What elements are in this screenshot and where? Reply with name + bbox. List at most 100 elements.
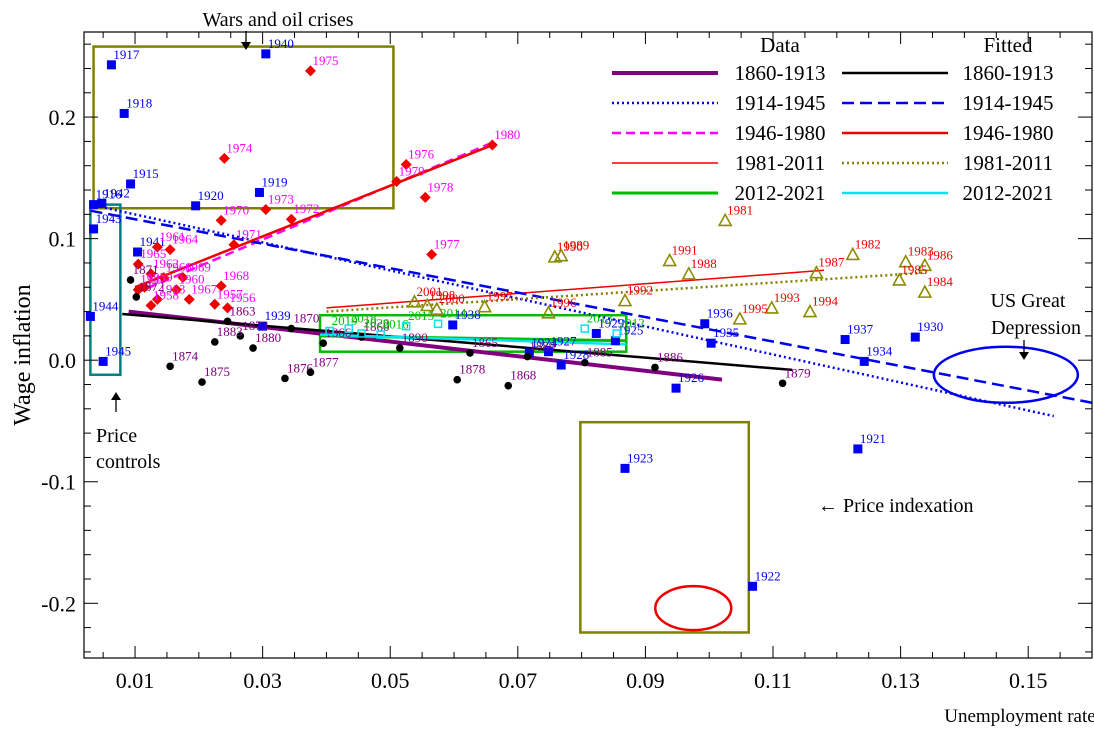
point-19461980-1978: [419, 191, 431, 203]
point-label-19461980-1979: 1979: [399, 164, 425, 179]
point-label-20122021-2013: 2013: [587, 311, 613, 326]
point-label-19141945-1942: 1942: [104, 185, 130, 200]
axes: 0.01 0.03 0.05 0.07 0.09 0.11 0.13 0.15 -0.2 -0.1…: [10, 31, 1094, 727]
point-19141945-1941: [133, 247, 143, 257]
point-label-19141945-1929: 1929: [598, 315, 624, 330]
point-19141945-1940: [261, 49, 271, 59]
point-label-18601913-1871: 1871: [133, 262, 159, 277]
point-19141945-1937: [840, 335, 850, 345]
point-19141945-1944: [85, 311, 95, 321]
point-label-19461980-1972: 1972: [293, 201, 319, 216]
point-label-19812011-1985: 1985: [901, 262, 927, 277]
legend-fitted-label-19812011: 1981-2011: [963, 151, 1053, 175]
point-label-19461980-1958: 1958: [153, 287, 179, 302]
point-label-19812011-1997: 1997: [487, 289, 513, 304]
point-20122021-2018: [344, 324, 354, 333]
point-label-19812011-1994: 1994: [812, 294, 839, 309]
y-tick-label: 0.0: [49, 348, 77, 373]
point-label-19461980-1962: 1962: [153, 256, 179, 271]
point-label-18601913-1877: 1877: [312, 354, 339, 369]
fitted-line-20122021: [320, 333, 627, 346]
point-19141945-1917: [106, 60, 116, 70]
point-label-19141945-1939: 1939: [265, 308, 291, 323]
point-18601913-1876: [281, 374, 289, 383]
point-label-18601913-1865: 1865: [472, 335, 498, 350]
point-label-19141945-1915: 1915: [133, 166, 159, 181]
point-label-19141945-1944: 1944: [92, 298, 119, 313]
point-label-19141945-1917: 1917: [113, 47, 140, 62]
point-label-18601913-1878: 1878: [459, 362, 485, 377]
point-18601913-1879: [778, 379, 787, 388]
point-19141945-1927: [543, 347, 553, 357]
annotation-wars: Wars and oil crises: [202, 9, 353, 31]
point-19141945-1923: [620, 463, 630, 473]
point-label-18601913-1874: 1874: [172, 348, 199, 363]
point-19812011-1992: [617, 292, 633, 307]
legend-data-label-19461980: 1946-1980: [735, 121, 826, 145]
point-19461980-1979: [391, 176, 403, 188]
point-19461980-1960: [171, 284, 183, 296]
point-19461980-1972: [285, 213, 297, 225]
legend-fitted-label-20122021: 2012-2021: [963, 181, 1054, 205]
point-label-20122021-2015: 2015: [408, 308, 434, 323]
point-label-19812011-1982: 1982: [855, 236, 881, 251]
legend-data-title: Data: [760, 33, 800, 57]
point-19141945-1915: [126, 179, 136, 189]
point-19812011-1987: [809, 265, 824, 279]
point-18601913-1874: [166, 362, 174, 371]
point-label-19461980-1960: 1960: [179, 272, 205, 287]
x-tick-label: 0.15: [1009, 668, 1048, 693]
point-19812011-1989: [553, 247, 569, 262]
point-label-19461980-1961: 1961: [159, 229, 185, 244]
point-label-19141945-1935: 1935: [713, 325, 739, 340]
point-label-19461980-1947: 1947: [140, 272, 167, 287]
x-tick-label: 0.07: [499, 668, 538, 693]
point-label-18601913-1860: 1860: [364, 319, 390, 334]
point-19141945-1926: [671, 383, 681, 393]
year-1922-ellipse: [654, 584, 733, 632]
legend-fitted-title: Fitted: [983, 33, 1033, 57]
point-label-19461980-1968: 1968: [223, 268, 249, 283]
point-20122021-2015: [401, 321, 411, 331]
point-19812011-1997: [477, 299, 492, 313]
point-label-19141945-1930: 1930: [917, 319, 943, 334]
point-label-18601913-1863: 1863: [230, 303, 256, 318]
point-19141945-1939: [258, 321, 268, 331]
point-label-19812011-1983: 1983: [908, 244, 934, 259]
annotation-indexation: ← Price indexation: [818, 495, 974, 517]
price-indexation-box: [579, 420, 751, 634]
point-18601913-1865: [466, 349, 474, 357]
point-20122021-2019: [325, 326, 334, 336]
point-label-19141945-1920: 1920: [198, 188, 224, 203]
wars-box: [92, 45, 395, 210]
point-label-19141945-1923: 1923: [627, 450, 653, 465]
point-label-19461980-1973: 1973: [268, 191, 294, 206]
data-line-19812011: [326, 269, 825, 309]
point-label-18601913-1868: 1868: [510, 368, 536, 383]
point-label-19812011-1981: 1981: [727, 202, 753, 217]
x-tick-label: 0.09: [626, 668, 665, 693]
point-19141945-1919: [254, 187, 264, 197]
point-19461980-1977: [426, 248, 438, 260]
point-label-19141945-1937: 1937: [847, 322, 874, 337]
point-20122021-2014: [433, 319, 443, 328]
point-label-18601913-1885: 1885: [587, 345, 613, 360]
point-19461980-1961: [151, 241, 163, 253]
point-label-18601913-1889: 1889: [529, 339, 555, 354]
point-label-19461980-1978: 1978: [427, 179, 453, 194]
annotation-depression-arrowhead: [1019, 352, 1029, 360]
point-label-19141945-1921: 1921: [860, 431, 886, 446]
point-19461980-1964: [164, 244, 176, 256]
point-label-18601913-1886: 1886: [657, 349, 684, 364]
fitted-line-19461980: [134, 143, 493, 289]
point-label-19461980-1970: 1970: [223, 202, 249, 217]
point-label-19141945-1918: 1918: [126, 95, 152, 110]
point-19461980-1970: [215, 214, 227, 226]
point-label-20122021-2012: 2012: [619, 315, 645, 330]
fitted-line-19812011: [326, 271, 927, 313]
x-tick-label: 0.03: [243, 668, 282, 693]
point-label-19141945-1922: 1922: [755, 568, 781, 583]
point-19461980-1963: [151, 293, 163, 305]
x-tick-label: 0.01: [116, 668, 155, 693]
annotations: Wars and oil crises Price controls ← Price …: [96, 9, 1081, 517]
